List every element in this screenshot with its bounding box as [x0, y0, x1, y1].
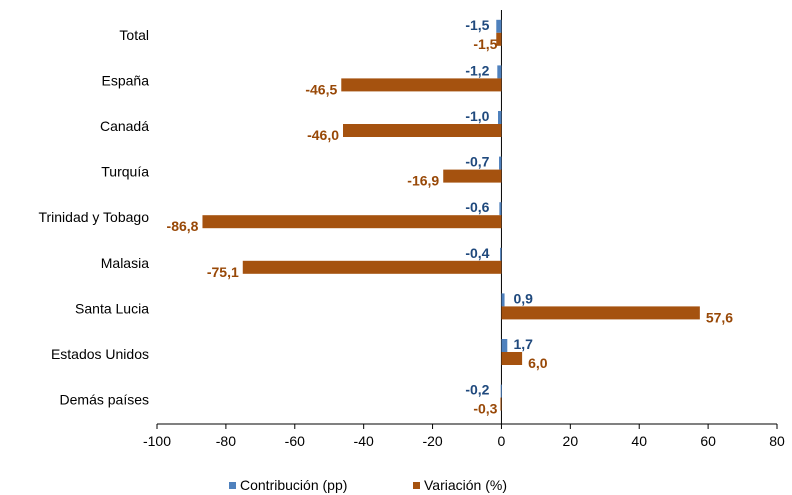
legend-label-variacion: Variación (%) — [424, 477, 507, 493]
legend-label-contribucion: Contribución (pp) — [240, 477, 347, 493]
data-label-contribucion: -0,4 — [465, 245, 489, 261]
x-tick-label: 80 — [769, 433, 785, 449]
category-label: Canadá — [100, 118, 149, 134]
category-label: Estados Unidos — [51, 346, 149, 362]
bar-variacion — [501, 306, 700, 320]
x-tick-label: -20 — [422, 433, 442, 449]
data-label-contribucion: -0,7 — [465, 154, 489, 170]
bar-variacion — [341, 78, 502, 92]
category-label: Santa Lucia — [75, 300, 149, 316]
bar-contribucion — [499, 202, 502, 216]
category-label: Total — [119, 27, 149, 43]
category-label: Malasia — [101, 255, 149, 271]
bar-variacion — [501, 352, 523, 365]
x-tick-label: 60 — [700, 433, 716, 449]
bar-variacion — [202, 215, 502, 229]
legend-swatch-contribucion — [229, 482, 236, 489]
x-tick-label: 40 — [631, 433, 647, 449]
x-tick-label: -100 — [143, 433, 171, 449]
bar-contribucion — [500, 247, 502, 261]
bar-contribucion — [496, 19, 502, 33]
bar-contribucion — [501, 339, 508, 352]
legend-swatch-variacion — [413, 482, 420, 489]
bar-contribucion — [500, 384, 502, 398]
x-tick-label: 20 — [563, 433, 579, 449]
plot-area: -100 -80 -60 -40 -20 0 20 40 60 80 Total -1,5 -1,5 Es… — [38, 10, 785, 449]
data-label-variacion: 57,6 — [706, 309, 733, 325]
data-label-variacion: 6,0 — [528, 355, 548, 371]
x-tick-label: -60 — [285, 433, 305, 449]
legend: Contribución (pp) Variación (%) — [229, 477, 507, 493]
bar-variacion — [242, 260, 502, 274]
category-label: España — [102, 72, 150, 88]
data-label-contribucion: 1,7 — [513, 336, 533, 352]
data-label-contribucion: -1,5 — [465, 17, 489, 33]
bar-contribucion — [499, 156, 502, 170]
x-tick-label: -80 — [216, 433, 236, 449]
data-label-variacion: -46,0 — [307, 127, 339, 143]
data-label-variacion: -46,5 — [305, 81, 337, 97]
data-label-contribucion: -0,2 — [465, 382, 489, 398]
category-label: Trinidad y Tobago — [38, 209, 149, 225]
bar-contribucion — [497, 65, 502, 79]
data-label-variacion: -16,9 — [407, 173, 439, 189]
data-label-contribucion: -1,0 — [465, 108, 489, 124]
data-label-variacion: -1,5 — [473, 36, 497, 52]
data-label-contribucion: 0,9 — [513, 290, 533, 306]
bar-variacion — [343, 124, 502, 137]
bar-variacion — [443, 169, 502, 183]
category-label: Demás países — [60, 392, 149, 408]
bar-variacion — [496, 32, 502, 46]
data-label-contribucion: -1,2 — [465, 62, 489, 78]
x-tick-label: 0 — [498, 433, 506, 449]
x-tick-label: -40 — [354, 433, 374, 449]
category-label: Turquía — [101, 164, 149, 180]
data-label-contribucion: -0,6 — [465, 199, 489, 215]
data-label-variacion: -86,8 — [167, 218, 199, 234]
data-label-variacion: -0,3 — [473, 401, 497, 417]
bar-variacion — [500, 397, 502, 411]
bar-contribucion — [501, 293, 505, 307]
bar-contribucion — [498, 111, 502, 124]
data-label-variacion: -75,1 — [207, 264, 239, 280]
